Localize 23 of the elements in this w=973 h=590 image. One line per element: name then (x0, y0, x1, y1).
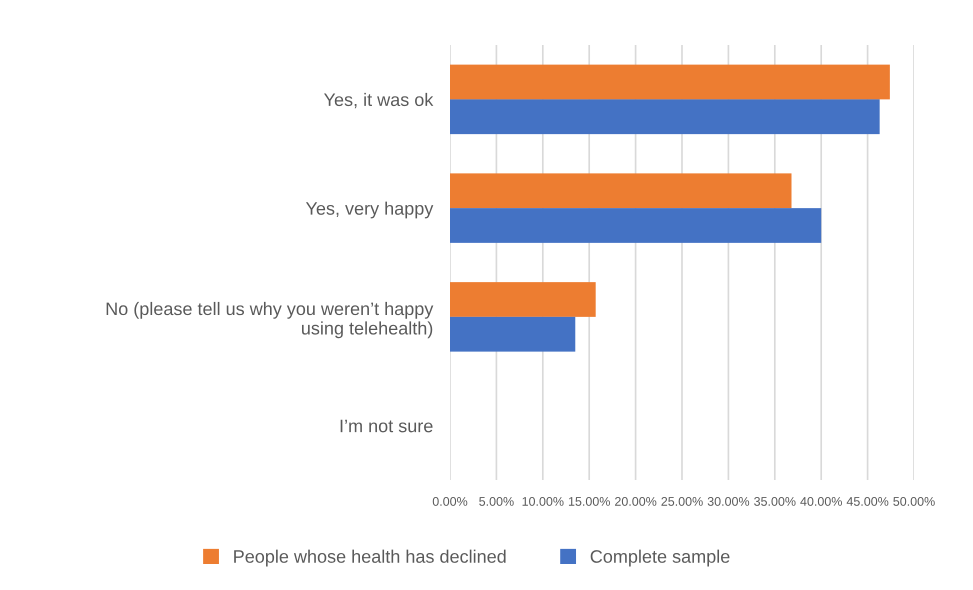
x-tick-label: 20.00% (615, 496, 656, 506)
x-tick-label: 25.00% (661, 496, 703, 506)
x-tick-label: 15.00% (568, 496, 610, 506)
bar (450, 316, 576, 352)
bar (450, 282, 596, 317)
x-tick-label: 50.00% (893, 496, 935, 506)
bar (450, 208, 822, 243)
x-tick-label: 5.00% (479, 496, 514, 506)
legend-label: Complete sample (590, 550, 730, 566)
x-tick-label: 10.00% (522, 496, 564, 506)
y-tick-label: Yes, it was ok (324, 92, 434, 108)
x-tick-label: 40.00% (800, 496, 842, 506)
y-tick-label: I’m not sure (340, 420, 433, 432)
bar (450, 64, 890, 100)
x-tick-label: 0.00% (432, 496, 468, 506)
y-tick-label: No (please tell us why you weren’t happy using telehealth) (106, 302, 434, 338)
y-tick-label: Yes, very happy (306, 202, 434, 218)
bar (450, 173, 792, 208)
x-tick-label: 35.00% (754, 496, 796, 506)
x-tick-label: 45.00% (846, 496, 888, 506)
bar (450, 99, 880, 134)
legend-label: People whose health has declined (234, 550, 506, 566)
x-tick-label: 30.00% (708, 496, 750, 506)
